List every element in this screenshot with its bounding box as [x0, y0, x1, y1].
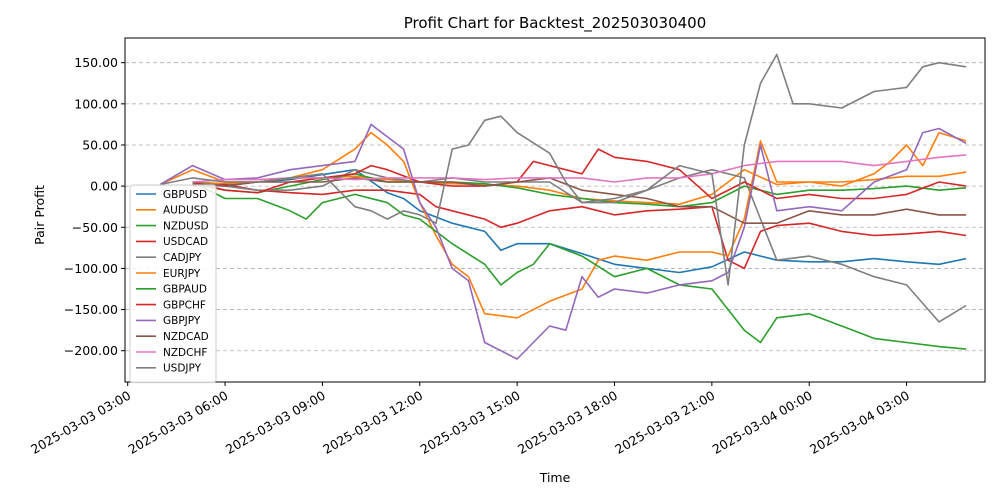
legend-label: CADJPY — [163, 252, 202, 264]
y-axis-title: Pair Profit — [32, 185, 47, 245]
y-tick-label: −150.00 — [64, 302, 118, 317]
series-line-eurjpy — [159, 131, 967, 319]
legend-label: GBPCHF — [163, 299, 206, 311]
legend-box — [129, 184, 217, 384]
y-tick-label: −200.00 — [64, 343, 118, 358]
x-tick-label: 2025-03-04 00:00 — [710, 388, 815, 457]
x-tick-label: 2025-03-04 03:00 — [807, 388, 912, 457]
legend-label: NZDCAD — [163, 331, 209, 343]
gridlines — [125, 62, 985, 352]
series-line-gbpusd — [192, 168, 967, 274]
x-tick-label: 2025-03-03 06:00 — [126, 388, 231, 457]
legend-label: GBPJPY — [163, 315, 201, 327]
x-tick-label: 2025-03-03 18:00 — [515, 388, 620, 457]
legend-label: NZDCHF — [163, 347, 207, 359]
x-tick-label: 2025-03-03 09:00 — [223, 388, 328, 457]
legend-label: EURJPY — [163, 268, 201, 280]
legend-label: NZDUSD — [163, 220, 209, 232]
series-line-gbpjpy — [159, 123, 967, 360]
series-line-nzdusd — [192, 173, 967, 208]
series-line-nzdchf — [192, 154, 967, 183]
series-lines — [159, 53, 967, 360]
series-line-gbpaud — [192, 181, 967, 350]
series-line-nzdcad — [192, 177, 967, 224]
x-tick-label: 2025-03-03 21:00 — [612, 388, 717, 457]
x-tick-label: 2025-03-03 15:00 — [418, 388, 523, 457]
chart-title: Profit Chart for Backtest_202503030400 — [404, 14, 707, 33]
y-axis-ticks: −200.00 −150.00 −100.00 −50.00 0.00 50.00 100.… — [64, 55, 125, 358]
series-line-usdjpy — [160, 53, 967, 286]
legend-label: GBPUSD — [163, 189, 207, 201]
plot-frame — [124, 37, 986, 383]
y-tick-label: 0.00 — [90, 179, 118, 194]
series-line-cadjpy — [192, 168, 967, 323]
legend-label: GBPAUD — [163, 284, 207, 296]
y-tick-label: −100.00 — [64, 261, 118, 276]
x-tick-label: 2025-03-03 03:00 — [28, 388, 133, 457]
series-line-usdcad — [192, 183, 967, 270]
y-tick-label: 50.00 — [82, 137, 118, 152]
x-tick-label: 2025-03-03 12:00 — [320, 388, 425, 457]
y-tick-label: −50.00 — [72, 220, 118, 235]
legend-label: USDJPY — [163, 363, 202, 375]
legend: GBPUSD AUDUSD NZDUSD USDCAD CADJPY EURJPY GBPA… — [129, 184, 217, 384]
y-tick-label: 150.00 — [74, 55, 118, 70]
legend-label: AUDUSD — [163, 205, 208, 217]
y-tick-label: 100.00 — [74, 96, 118, 111]
series-line-gbpchf — [192, 148, 967, 200]
x-axis-title: Time — [539, 470, 571, 485]
legend-label: USDCAD — [163, 236, 208, 248]
